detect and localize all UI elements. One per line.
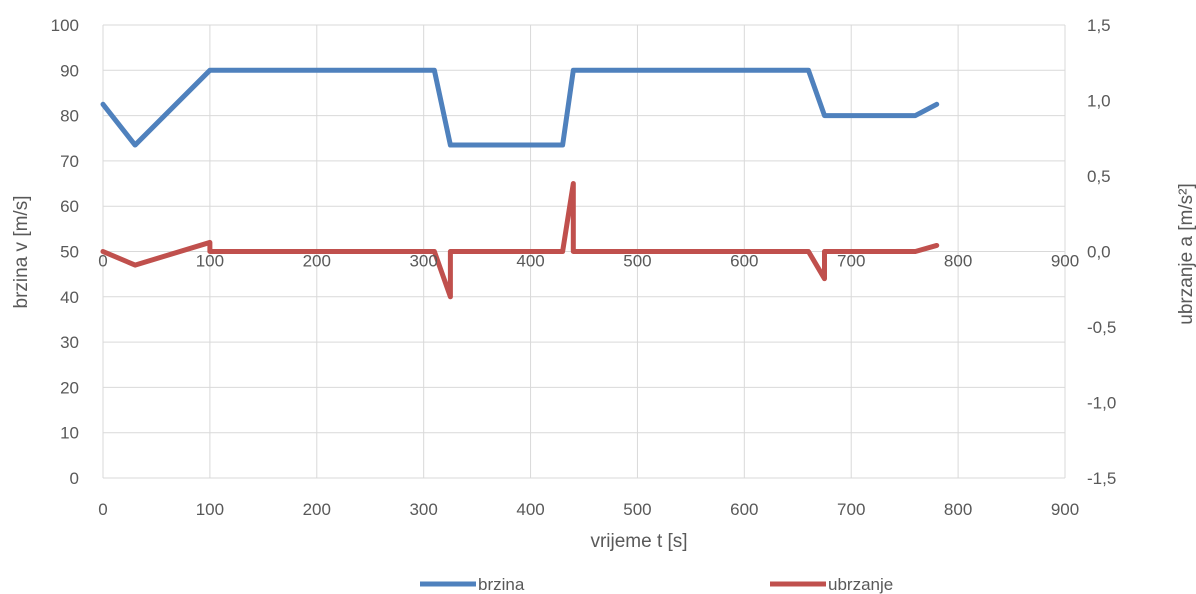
y-right-tick-label: 1,5: [1087, 16, 1111, 35]
y-right-tick-label: 0,0: [1087, 243, 1111, 262]
series-lines: [100, 67, 940, 300]
x-secondary-tick-label: 400: [516, 252, 544, 271]
x-secondary-tick-label: 700: [837, 252, 865, 271]
x-tick-label: 900: [1051, 500, 1079, 519]
y-left-tick-label: 30: [60, 333, 79, 352]
x-secondary-tick-label: 500: [623, 252, 651, 271]
x-secondary-tick-label: 200: [303, 252, 331, 271]
x-tick-label: 100: [196, 500, 224, 519]
y-left-tick-label: 20: [60, 378, 79, 397]
y-right-tick-label: -1,5: [1087, 469, 1116, 488]
series-line-ubrzanje: [100, 181, 940, 300]
tick-labels: 0 10 20 30 40 50 60 70 80 90 100 0 100 200 300 400 500 60…: [51, 16, 1117, 519]
y-right-tick-label: -1,0: [1087, 394, 1116, 413]
y-axis-left-title: brzina v [m/s]: [11, 196, 32, 309]
y-left-tick-label: 40: [60, 288, 79, 307]
y-right-tick-label: 1,0: [1087, 92, 1111, 111]
y-left-tick-label: 80: [60, 107, 79, 126]
y-left-tick-label: 60: [60, 197, 79, 216]
y-left-tick-label: 90: [60, 61, 79, 80]
x-tick-label: 700: [837, 500, 865, 519]
x-tick-label: 600: [730, 500, 758, 519]
x-secondary-tick-label: 900: [1051, 252, 1079, 271]
x-tick-label: 800: [944, 500, 972, 519]
x-secondary-tick-label: 600: [730, 252, 758, 271]
legend-entry-ubrzanje: ubrzanje: [828, 575, 893, 594]
x-axis-title: vrijeme t [s]: [590, 531, 687, 552]
x-tick-label: 400: [516, 500, 544, 519]
legend: brzina ubrzanje: [420, 575, 893, 594]
y-left-tick-label: 0: [70, 469, 79, 488]
legend-entry-brzina: brzina: [478, 575, 525, 594]
x-secondary-tick-label: 800: [944, 252, 972, 271]
x-tick-label: 200: [303, 500, 331, 519]
x-tick-label: 500: [623, 500, 651, 519]
x-secondary-tick-label: 100: [196, 252, 224, 271]
y-left-tick-label: 10: [60, 424, 79, 443]
x-secondary-tick-label: 0: [98, 252, 107, 271]
x-tick-label: 300: [409, 500, 437, 519]
y-right-tick-label: -0,5: [1087, 318, 1116, 337]
y-axis-right-title: ubrzanje a [m/s²]: [1176, 183, 1196, 325]
y-left-tick-label: 50: [60, 243, 79, 262]
y-right-tick-label: 0,5: [1087, 167, 1111, 186]
x-secondary-tick-label: 300: [409, 252, 437, 271]
x-tick-label: 0: [98, 500, 107, 519]
series-line-brzina: [100, 67, 940, 148]
y-left-tick-label: 100: [51, 16, 79, 35]
y-left-tick-label: 70: [60, 152, 79, 171]
